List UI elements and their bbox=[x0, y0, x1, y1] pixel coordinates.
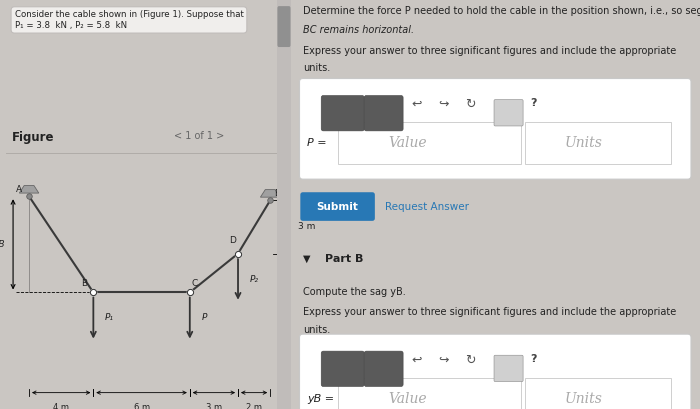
Text: C: C bbox=[191, 279, 197, 288]
Text: ↻: ↻ bbox=[465, 98, 475, 111]
Text: units.: units. bbox=[303, 63, 330, 73]
FancyBboxPatch shape bbox=[321, 95, 364, 131]
Text: 3 m: 3 m bbox=[298, 222, 315, 231]
Text: ↩: ↩ bbox=[412, 98, 422, 111]
Text: units.: units. bbox=[303, 325, 330, 335]
Text: Express your answer to three significant figures and include the appropriate: Express your answer to three significant… bbox=[303, 46, 676, 56]
Text: 2 m: 2 m bbox=[246, 403, 262, 409]
FancyBboxPatch shape bbox=[338, 122, 521, 164]
FancyBboxPatch shape bbox=[494, 100, 523, 126]
FancyBboxPatch shape bbox=[300, 79, 691, 179]
FancyBboxPatch shape bbox=[364, 351, 403, 387]
FancyBboxPatch shape bbox=[525, 122, 671, 164]
Text: ▼: ▼ bbox=[303, 254, 310, 263]
Text: ↻: ↻ bbox=[465, 354, 475, 367]
Text: yB =: yB = bbox=[307, 393, 334, 404]
Text: Value: Value bbox=[389, 391, 428, 406]
Text: D: D bbox=[229, 236, 236, 245]
Text: ↪: ↪ bbox=[438, 354, 449, 367]
Text: Value: Value bbox=[389, 136, 428, 150]
FancyBboxPatch shape bbox=[321, 351, 364, 387]
Polygon shape bbox=[260, 190, 280, 197]
Text: P₂: P₂ bbox=[250, 274, 258, 284]
Text: ↪: ↪ bbox=[438, 98, 449, 111]
FancyBboxPatch shape bbox=[277, 0, 290, 409]
Text: Request Answer: Request Answer bbox=[385, 202, 469, 211]
Text: 6 m: 6 m bbox=[134, 403, 150, 409]
Text: Express your answer to three significant figures and include the appropriate: Express your answer to three significant… bbox=[303, 307, 676, 317]
Text: Part B: Part B bbox=[326, 254, 364, 263]
Text: Compute the sag yB.: Compute the sag yB. bbox=[303, 287, 405, 297]
Text: 3 m: 3 m bbox=[206, 403, 222, 409]
Text: Consider the cable shown in (Figure 1). Suppose that
P₁ = 3.8  kN , P₂ = 5.8  kN: Consider the cable shown in (Figure 1). … bbox=[15, 10, 244, 29]
FancyBboxPatch shape bbox=[300, 334, 691, 409]
FancyBboxPatch shape bbox=[300, 192, 375, 221]
FancyBboxPatch shape bbox=[494, 355, 523, 382]
Polygon shape bbox=[20, 186, 38, 193]
Text: ↩: ↩ bbox=[412, 354, 422, 367]
Text: Units: Units bbox=[564, 136, 602, 150]
Text: ?: ? bbox=[530, 354, 537, 364]
Text: Figure: Figure bbox=[12, 131, 54, 144]
Text: yB: yB bbox=[0, 240, 4, 249]
Text: A: A bbox=[16, 185, 22, 194]
Text: < 1 of 1 >: < 1 of 1 > bbox=[174, 131, 225, 141]
Text: P: P bbox=[202, 313, 206, 323]
Text: P =: P = bbox=[307, 138, 326, 148]
Text: Units: Units bbox=[564, 391, 602, 406]
Text: ?: ? bbox=[530, 98, 537, 108]
Text: P₁: P₁ bbox=[105, 313, 114, 323]
Text: B: B bbox=[81, 279, 88, 288]
Text: E: E bbox=[274, 189, 280, 198]
Text: Submit: Submit bbox=[316, 202, 358, 211]
Text: 4 m: 4 m bbox=[53, 403, 69, 409]
FancyBboxPatch shape bbox=[338, 378, 521, 409]
FancyBboxPatch shape bbox=[525, 378, 671, 409]
Text: Determine the force P needed to hold the cable in the position shown, i.e., so s: Determine the force P needed to hold the… bbox=[303, 6, 700, 16]
FancyBboxPatch shape bbox=[364, 95, 403, 131]
Text: BC remains horizontal.: BC remains horizontal. bbox=[303, 25, 414, 34]
FancyBboxPatch shape bbox=[277, 6, 290, 47]
